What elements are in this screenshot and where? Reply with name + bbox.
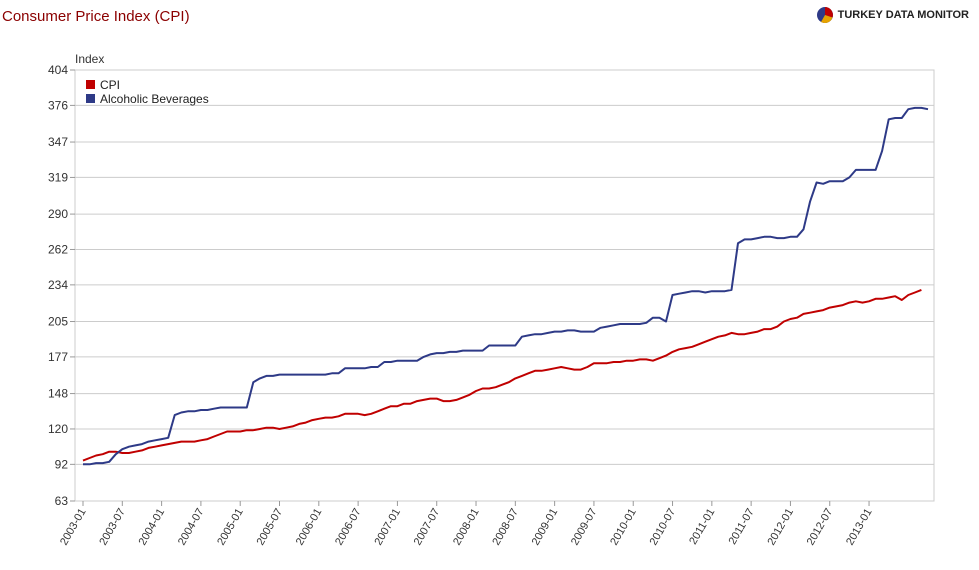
x-axis: 2003-01 2003-07 2004-01 2004-07 2005-01 2005-… (58, 501, 875, 547)
x-tick-label: 2008-07 (490, 507, 521, 548)
y-tick-label: 92 (55, 457, 69, 471)
y-tick-label: 177 (48, 350, 68, 364)
x-tick-label: 2003-01 (58, 507, 89, 548)
x-tick-label: 2010-07 (648, 507, 679, 548)
x-tick-label: 2007-07 (412, 507, 443, 548)
x-tick-label: 2011-01 (687, 507, 717, 547)
y-tick-label: 376 (48, 98, 68, 112)
x-tick-label: 2010-01 (608, 507, 639, 548)
x-tick-label: 2012-07 (805, 507, 836, 548)
x-tick-label: 2006-07 (333, 507, 364, 548)
legend-swatch (86, 80, 95, 89)
y-tick-label: 347 (48, 135, 68, 149)
x-tick-label: 2005-01 (215, 507, 246, 548)
y-tick-label: 63 (55, 494, 69, 508)
x-tick-label: 2012-01 (765, 507, 796, 548)
legend-swatch (86, 94, 95, 103)
x-tick-label: 2007-01 (372, 507, 403, 548)
x-tick-label: 2009-07 (569, 507, 600, 548)
x-tick-label: 2005-07 (255, 507, 286, 548)
plot-frame (74, 69, 935, 502)
y-tick-label: 319 (48, 170, 68, 184)
x-tick-label: 2004-07 (176, 507, 207, 548)
series-line-alcoholic-beverages (83, 106, 929, 466)
x-tick-label: 2009-01 (530, 507, 561, 548)
brand-name: TURKEY DATA MONITOR (837, 9, 969, 21)
y-tick-label: 205 (48, 315, 68, 329)
x-tick-label: 2004-01 (137, 507, 168, 548)
legend-label: CPI (100, 78, 120, 92)
x-tick-label: 2006-01 (294, 507, 325, 548)
series-line-cpi (82, 288, 922, 462)
x-tick-label: 2008-01 (451, 507, 482, 548)
y-axis-label: Index (75, 52, 104, 66)
page-title: Consumer Price Index (CPI) (2, 8, 190, 25)
pie-logo-icon (816, 7, 833, 24)
x-tick-label: 2011-07 (727, 507, 757, 547)
y-tick-label: 290 (48, 207, 68, 221)
y-tick-label: 148 (48, 387, 68, 401)
y-axis: 63 92 120 148 177 205 234 262 290 319 347 376 404 (48, 63, 75, 508)
y-tick-label: 404 (48, 63, 68, 77)
x-tick-label: 2013-01 (844, 507, 875, 548)
y-tick-label: 120 (48, 422, 68, 436)
y-tick-label: 262 (48, 242, 68, 256)
brand-logo: TURKEY DATA MONITOR (816, 6, 969, 24)
series-lines (82, 106, 929, 466)
gridlines (74, 69, 935, 502)
legend-label: Alcoholic Beverages (100, 92, 209, 106)
x-tick-label: 2003-07 (97, 507, 128, 548)
y-tick-label: 234 (48, 278, 68, 292)
